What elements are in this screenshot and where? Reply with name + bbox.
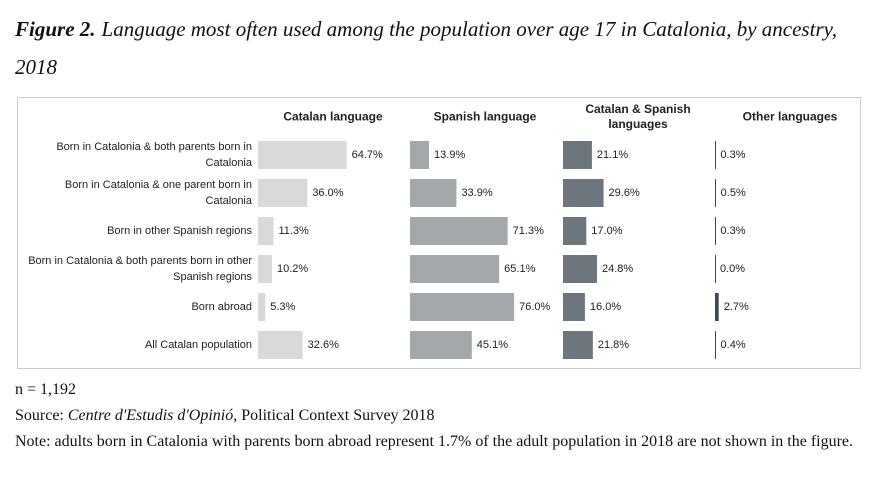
category-label: Born abroad (191, 301, 252, 313)
bar (410, 141, 430, 169)
legend-header: Other languages (742, 109, 838, 124)
value-label: 24.8% (602, 263, 633, 275)
bar (258, 293, 266, 321)
value-label: 65.1% (504, 263, 535, 275)
legend-header: Catalan language (283, 109, 383, 124)
value-label: 32.6% (308, 339, 339, 351)
bar (410, 293, 515, 321)
value-label: 0.0% (720, 263, 745, 275)
figure-title: Figure 2. Language most often used among … (15, 10, 875, 86)
value-label: 0.3% (720, 149, 745, 161)
category-label: Born in other Spanish regions (107, 225, 252, 237)
value-label: 21.8% (598, 339, 629, 351)
bar (563, 255, 597, 283)
bar (258, 217, 274, 245)
value-label: 2.7% (724, 301, 749, 313)
bar (410, 331, 472, 359)
title-text: Language most often used among the popul… (15, 17, 838, 79)
value-label: 0.3% (720, 225, 745, 237)
value-label: 76.0% (519, 301, 550, 313)
value-label: 29.6% (609, 187, 640, 199)
legend-header: Catalan & Spanish languages (585, 102, 691, 131)
value-label: 17.0% (591, 225, 622, 237)
bar (715, 179, 716, 207)
bar (715, 331, 716, 359)
note: Note: adults born in Catalonia with pare… (15, 433, 854, 450)
source: Source: Centre d'Estudis d'Opinió, Polit… (15, 403, 875, 429)
bar (258, 255, 272, 283)
value-label: 11.3% (278, 225, 309, 237)
category-label: All Catalan population (144, 339, 252, 351)
bar (410, 217, 508, 245)
bar (258, 141, 347, 169)
bar (563, 141, 592, 169)
source-prefix: Source: (15, 407, 64, 424)
source-publisher: Centre d'Estudis d'Opinió (67, 407, 234, 424)
sample-size: n = 1,192 (15, 381, 77, 398)
value-label: 0.4% (721, 339, 746, 351)
bar (715, 293, 719, 321)
value-label: 13.9% (434, 149, 465, 161)
value-label: 21.1% (597, 149, 628, 161)
figure-label: Figure 2. (15, 17, 96, 41)
value-label: 45.1% (477, 339, 508, 351)
category-label: Born in Catalonia & both parents born in… (56, 141, 252, 169)
value-label: 10.2% (277, 263, 308, 275)
value-label: 5.3% (270, 301, 295, 313)
bar (410, 255, 500, 283)
value-label: 71.3% (513, 225, 544, 237)
value-label: 0.5% (721, 187, 746, 199)
value-label: 16.0% (590, 301, 621, 313)
value-label: 33.9% (461, 187, 492, 199)
bar (258, 331, 303, 359)
bar (410, 179, 457, 207)
bar (563, 331, 593, 359)
bar (563, 293, 585, 321)
bar (563, 217, 587, 245)
bar (258, 179, 308, 207)
source-suffix: , Political Context Survey 2018 (233, 407, 435, 424)
bar (563, 179, 604, 207)
value-label: 36.0% (312, 187, 343, 199)
value-label: 64.7% (352, 149, 383, 161)
category-label: Born in Catalonia & both parents born in… (28, 255, 252, 283)
category-label: Born in Catalonia & one parent born in C… (64, 179, 252, 207)
legend-header: Spanish language (433, 109, 537, 124)
chart-frame (17, 97, 861, 369)
